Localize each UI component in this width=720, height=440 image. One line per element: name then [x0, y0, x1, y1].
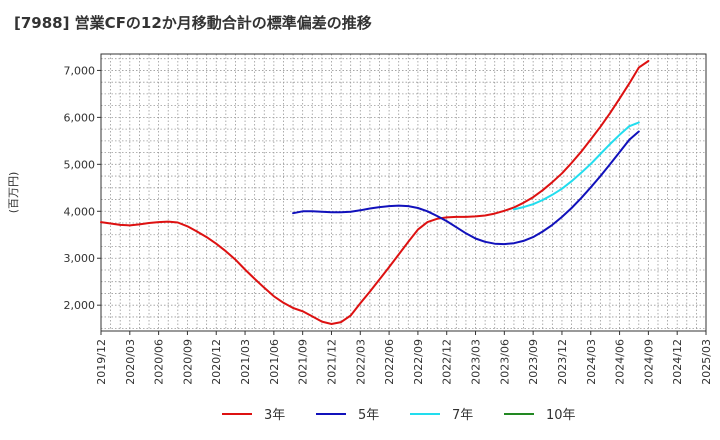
- y-tick-label: 7,000: [64, 64, 96, 77]
- x-tick-label: 2020/09: [181, 339, 194, 385]
- x-tick-label: 2024/06: [614, 339, 627, 385]
- legend: 3年 5年 7年 10年: [222, 408, 576, 423]
- x-axis: 2019/12 2020/03 2020/06 2020/09 2020/12 2021/…: [95, 331, 713, 385]
- y-axis: 2,000 3,000 4,000 5,000 6,000 7,000: [64, 64, 101, 312]
- x-tick-label: 2021/03: [239, 339, 252, 385]
- plot-border: [100, 53, 707, 332]
- x-tick-label: 2023/06: [498, 339, 511, 385]
- x-tick-label: 2024/09: [642, 339, 655, 385]
- x-tick-label: 2023/12: [556, 339, 569, 385]
- x-tick-label: 2025/03: [700, 339, 713, 385]
- legend-label-5年: 5年: [358, 408, 379, 423]
- y-tick-label: 3,000: [64, 252, 96, 265]
- x-tick-label: 2020/03: [124, 339, 137, 385]
- x-tick-label: 2020/12: [210, 339, 223, 385]
- x-tick-label: 2020/06: [153, 339, 166, 385]
- plot-area: [101, 54, 706, 331]
- x-tick-label: 2022/09: [412, 339, 425, 385]
- x-tick-label: 2021/06: [268, 339, 281, 385]
- x-tick-label: 2022/06: [383, 339, 396, 385]
- x-tick-label: 2023/09: [527, 339, 540, 385]
- x-tick-label: 2024/03: [585, 339, 598, 385]
- x-tick-label: 2022/03: [354, 339, 367, 385]
- x-tick-label: 2023/03: [470, 339, 483, 385]
- x-tick-label: 2021/09: [297, 339, 310, 385]
- y-tick-label: 5,000: [64, 158, 96, 171]
- y-tick-label: 4,000: [64, 205, 96, 218]
- series-line-5年: [292, 130, 640, 246]
- series-lines: [100, 60, 650, 325]
- y-tick-label: 6,000: [64, 111, 96, 124]
- chart-title: [7988] 営業CFの12か月移動合計の標準偏差の推移: [14, 14, 372, 32]
- y-tick-label: 2,000: [64, 299, 96, 312]
- series-line-3年: [100, 60, 650, 325]
- x-tick-label: 2019/12: [95, 339, 108, 385]
- legend-label-10年: 10年: [546, 408, 576, 423]
- x-tick-label: 2022/12: [441, 339, 454, 385]
- legend-label-7年: 7年: [452, 408, 473, 423]
- legend-label-3年: 3年: [264, 408, 285, 423]
- y-axis-label: (百万円): [7, 172, 20, 214]
- x-tick-label: 2021/12: [325, 339, 338, 385]
- x-tick-label: 2024/12: [671, 339, 684, 385]
- series-line-7年: [512, 121, 640, 211]
